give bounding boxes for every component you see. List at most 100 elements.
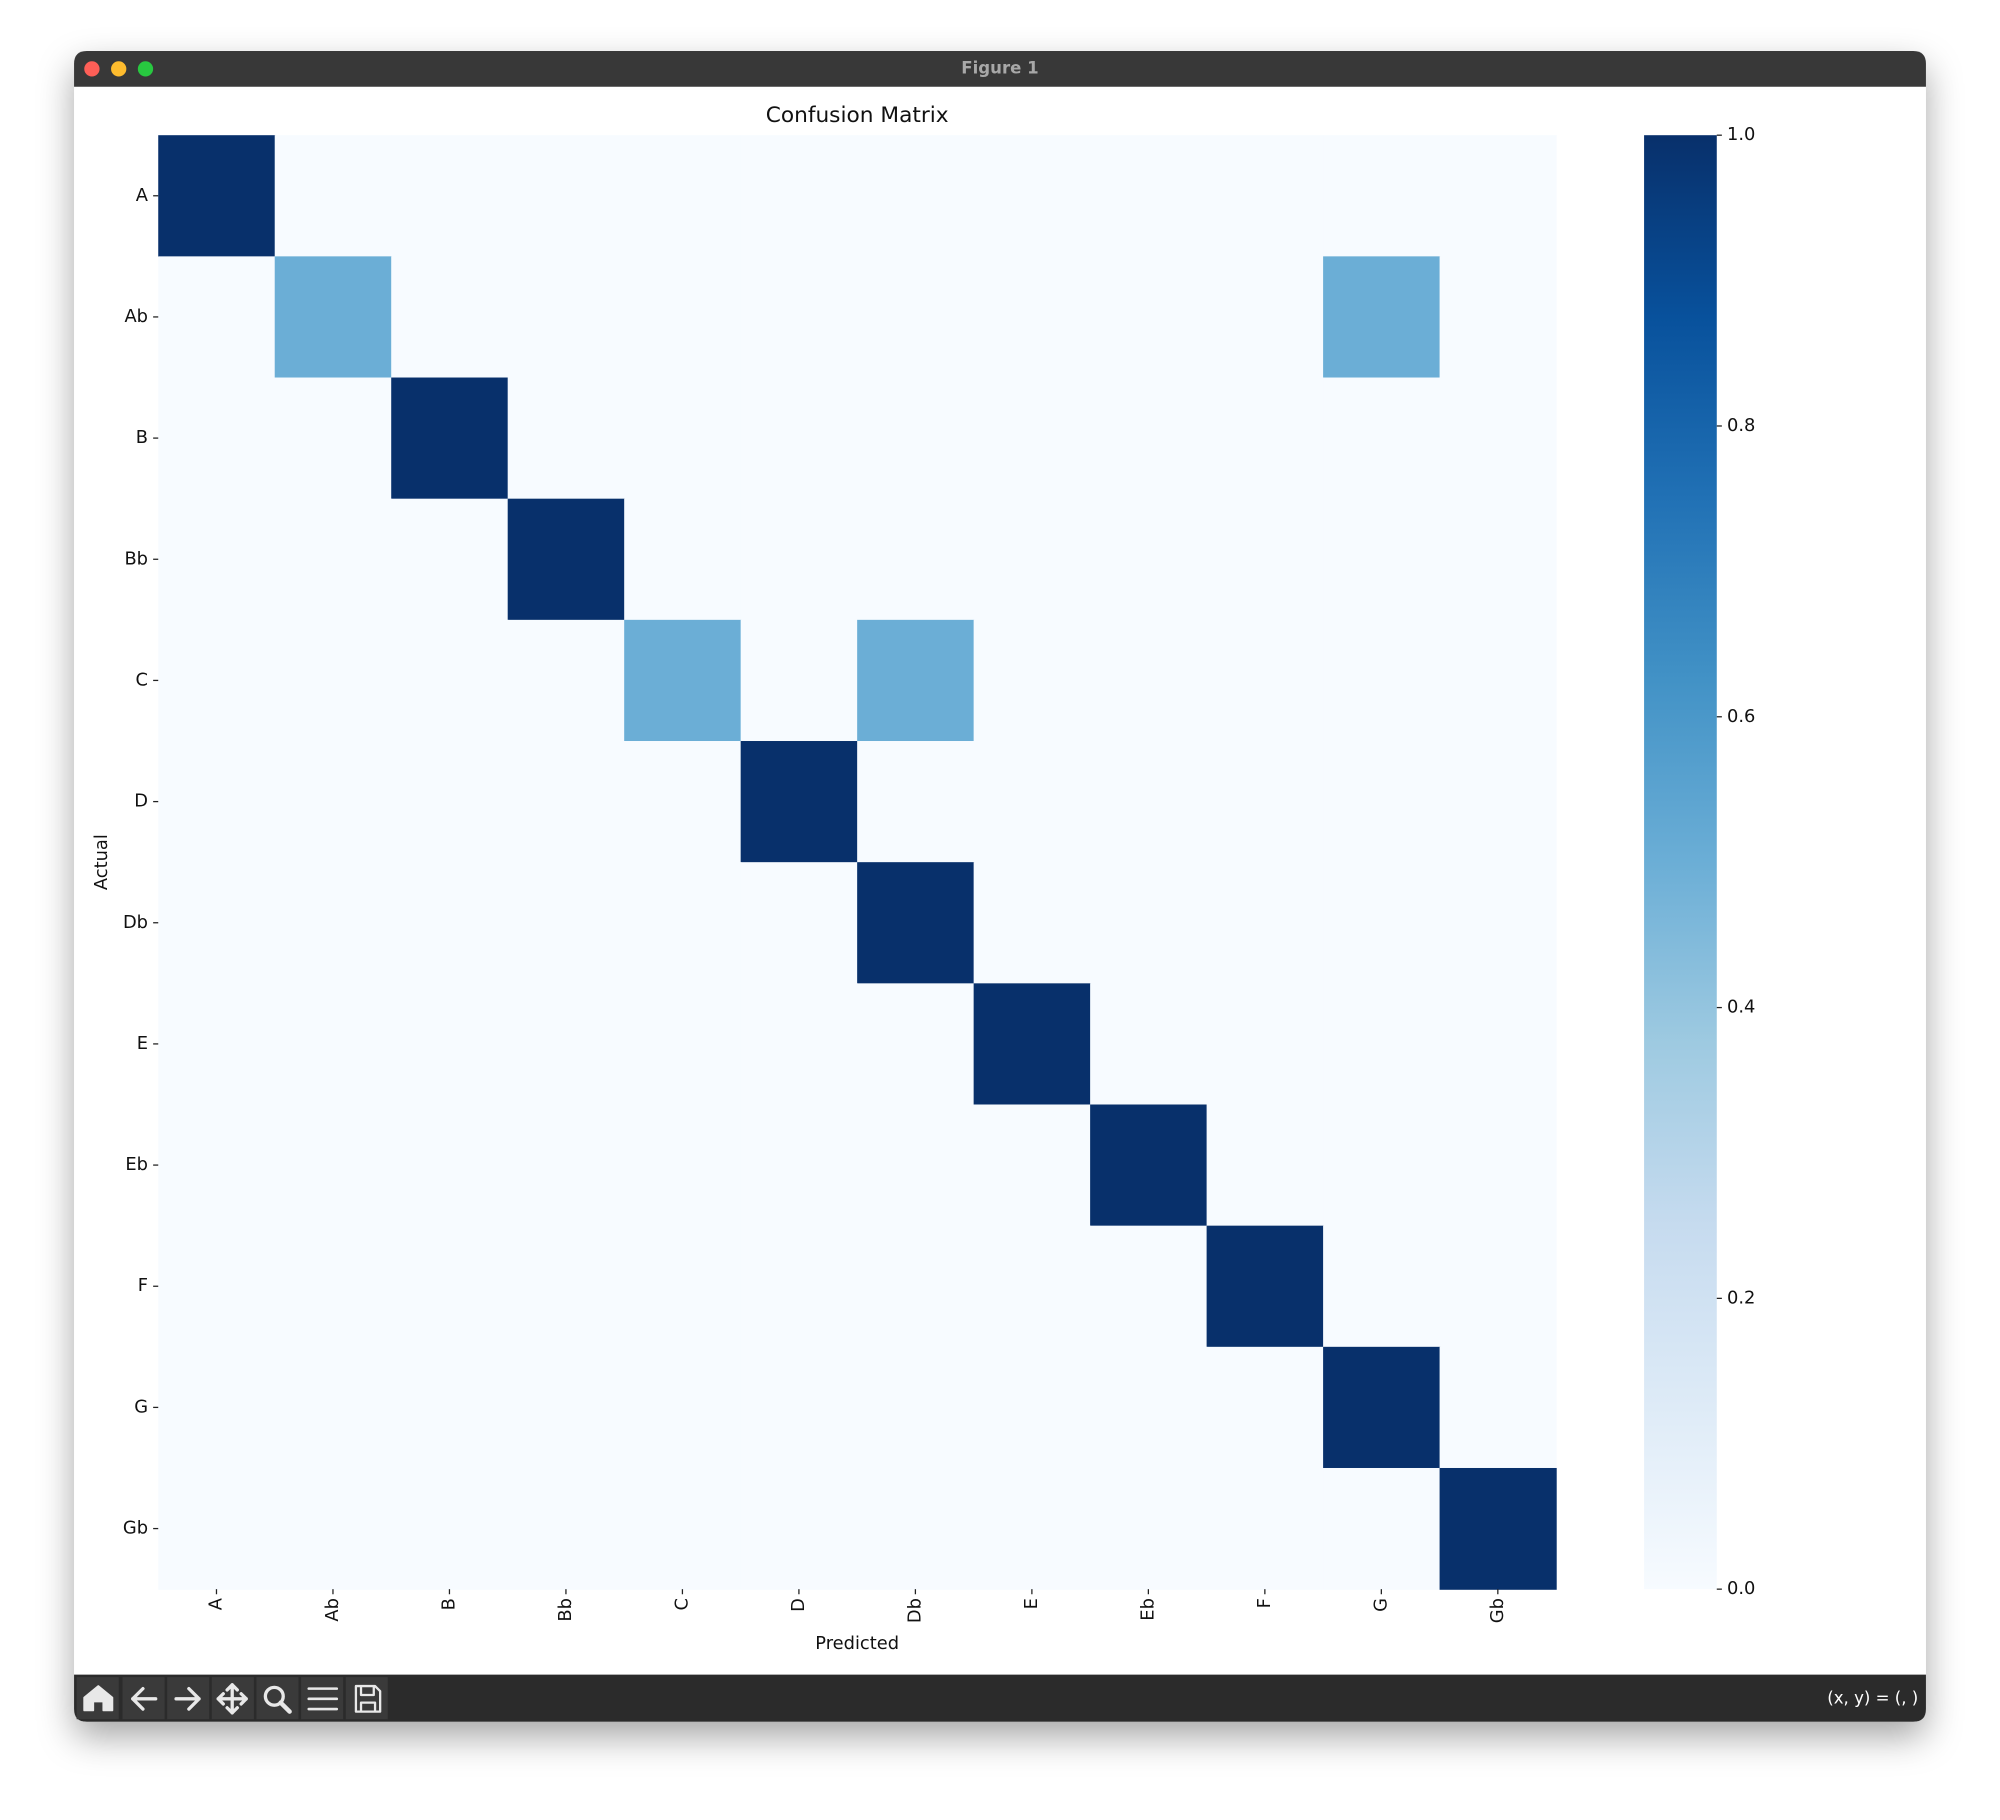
x-tick-label: Gb: [1487, 1598, 1508, 1623]
heatmap-cell: [973, 256, 1091, 379]
heatmap-cell: [857, 1104, 975, 1227]
heatmap-cell: [1323, 619, 1441, 742]
heatmap-cell: [857, 135, 975, 257]
heatmap-cell: [158, 1104, 276, 1227]
heatmap-cell: [857, 619, 975, 742]
heatmap-cell: [1439, 862, 1557, 984]
heatmap-cell: [857, 1225, 975, 1348]
heatmap-cell: [857, 862, 975, 984]
heatmap-cell: [1090, 135, 1208, 257]
heatmap-cell: [507, 1346, 625, 1469]
heatmap-cell: [1323, 1104, 1441, 1227]
back-icon: [131, 1686, 158, 1711]
heatmap-cell: [1090, 741, 1208, 863]
home-icon: [83, 1685, 114, 1712]
heatmap-cell: [1090, 377, 1208, 500]
heatmap-cell: [507, 983, 625, 1106]
heatmap-cell: [624, 1346, 742, 1469]
heatmap-cell: [624, 256, 742, 379]
heatmap-cell: [1439, 256, 1557, 379]
heatmap-cell: [274, 1225, 392, 1348]
x-tick-label: B: [438, 1598, 459, 1610]
heatmap-cell: [740, 377, 858, 500]
colorbar-tick-label: 0.0: [1727, 1578, 1755, 1599]
heatmap-cell: [740, 1467, 858, 1590]
heatmap-cell: [740, 1225, 858, 1348]
heatmap-cell: [507, 1467, 625, 1590]
heatmap-cell: [1323, 983, 1441, 1106]
heatmap-cell: [391, 1104, 509, 1227]
heatmap-cell: [973, 619, 1091, 742]
heatmap-cell: [857, 741, 975, 863]
heatmap-cell: [1323, 135, 1441, 257]
heatmap-cell: [507, 135, 625, 257]
heatmap-cell: [507, 1104, 625, 1227]
heatmap-cell: [1090, 862, 1208, 984]
x-tick-label: C: [671, 1598, 692, 1610]
heatmap-cell: [274, 1104, 392, 1227]
heatmap-cell: [1206, 862, 1324, 984]
heatmap-cell: [1439, 741, 1557, 863]
pan-icon: [216, 1683, 248, 1715]
heatmap-cell: [1206, 1104, 1324, 1227]
heatmap-cell: [158, 1225, 276, 1348]
heatmap-cell: [1439, 1346, 1557, 1469]
heatmap-cell: [1439, 1104, 1557, 1227]
heatmap-cell: [973, 1225, 1091, 1348]
heatmap-cell: [1323, 1225, 1441, 1348]
heatmap-cell: [274, 1346, 392, 1469]
x-tick-label: G: [1370, 1598, 1391, 1612]
heatmap-cell: [391, 862, 509, 984]
heatmap-cell: [1090, 983, 1208, 1106]
y-tick-label: Ab: [124, 306, 148, 327]
heatmap-cell: [391, 1467, 509, 1590]
heatmap-cell: [1206, 1467, 1324, 1590]
heatmap-cell: [507, 377, 625, 500]
colorbar-tick-label: 0.2: [1727, 1287, 1755, 1308]
zoom-rect-button[interactable]: [256, 1677, 299, 1720]
heatmap-cell: [158, 498, 276, 621]
heatmap-cell: [507, 619, 625, 742]
toolbar: [74, 1674, 1926, 1722]
configure-icon: [307, 1687, 339, 1711]
heatmap-cell: [1206, 377, 1324, 500]
heatmap-cell: [274, 619, 392, 742]
heatmap-cell: [740, 862, 858, 984]
heatmap-cell: [624, 1467, 742, 1590]
close-button[interactable]: [84, 61, 100, 77]
heatmap-cell: [391, 1225, 509, 1348]
heatmap-cell: [274, 741, 392, 863]
x-tick-label: Eb: [1137, 1598, 1158, 1621]
status-text: (x, y) = (, ): [1827, 1688, 1918, 1707]
heatmap-cell: [158, 1346, 276, 1469]
heatmap-cell: [274, 498, 392, 621]
heatmap-cell: [973, 1346, 1091, 1469]
heatmap-cell: [1323, 498, 1441, 621]
save-button[interactable]: [345, 1677, 388, 1720]
heatmap-cell: [158, 741, 276, 863]
heatmap-cell: [274, 862, 392, 984]
heatmap-cell: [1206, 619, 1324, 742]
heatmap-cell: [507, 741, 625, 863]
heatmap-cell: [740, 741, 858, 863]
y-tick-label: Db: [123, 912, 148, 933]
heatmap-cell: [1323, 256, 1441, 379]
zoom-button[interactable]: [137, 61, 154, 77]
x-tick-label: Ab: [322, 1598, 343, 1622]
heatmap-cell: [158, 619, 276, 742]
heatmap-cell: [973, 377, 1091, 500]
colorbar: [1644, 135, 1717, 1590]
minimize-button[interactable]: [111, 61, 127, 77]
heatmap-cell: [1090, 1225, 1208, 1348]
y-tick-label: D: [134, 791, 148, 812]
heatmap-cell: [1439, 619, 1557, 742]
heatmap-cell: [1439, 377, 1557, 500]
heatmap-cell: [391, 1346, 509, 1469]
heatmap-cell: [1090, 619, 1208, 742]
zoom-icon: [263, 1685, 285, 1707]
heatmap-cell: [274, 256, 392, 379]
heatmap-cell: [1206, 983, 1324, 1106]
heatmap-cell: [158, 135, 276, 257]
x-tick-label: E: [1021, 1598, 1042, 1609]
